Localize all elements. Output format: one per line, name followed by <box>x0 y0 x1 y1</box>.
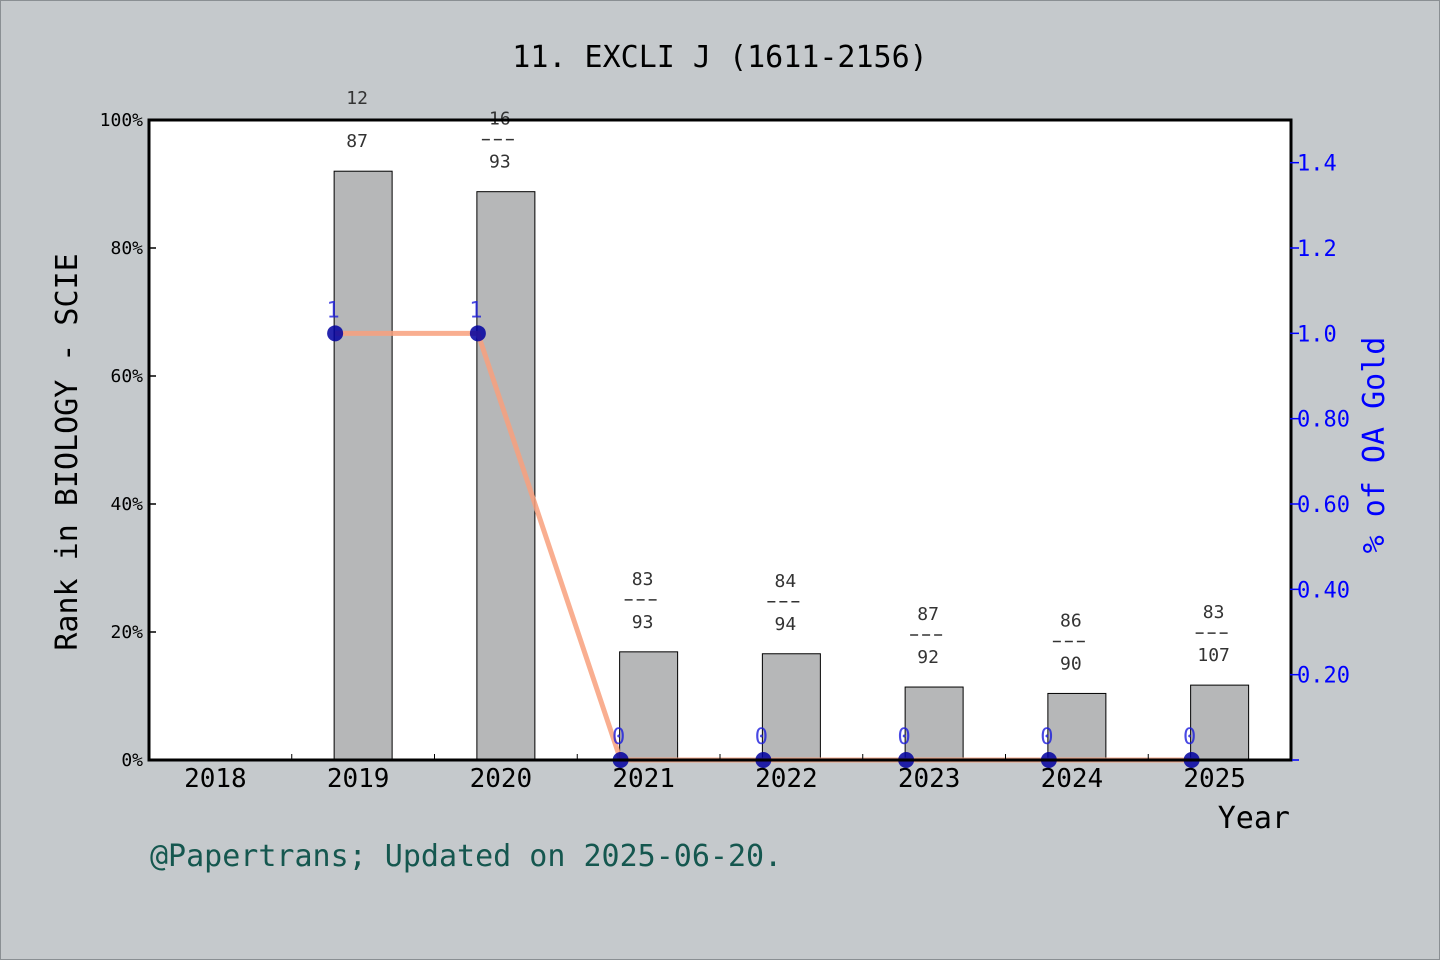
x-tick-label: 2018 <box>184 764 247 794</box>
y-right-tick-label: 0.60 <box>1297 493 1350 518</box>
y-left-tick-label: 0% <box>121 750 143 771</box>
y-right-tick-label: 1.2 <box>1297 237 1337 262</box>
y-left-tick-label: 60% <box>110 366 143 387</box>
bar-label-total: 92 <box>917 647 939 668</box>
x-tick-label: 2022 <box>755 764 818 794</box>
y-right-tick-label: 1.0 <box>1297 322 1337 347</box>
y-right-tick-label: 1.4 <box>1297 152 1337 177</box>
bar-label-rank: 84 <box>775 571 797 592</box>
x-tick-label: 2025 <box>1183 764 1246 794</box>
line-point-label: 1 <box>327 298 340 323</box>
x-tick-label: 2023 <box>898 764 961 794</box>
bar-label-rank: 83 <box>1203 602 1225 623</box>
bar <box>1190 684 1250 761</box>
y-left-tick-label: 80% <box>110 238 143 259</box>
y-left-tick-label: 100% <box>100 110 144 131</box>
line-point-label: 0 <box>755 725 768 750</box>
bar-label-total: 90 <box>1060 653 1082 674</box>
line-point-label: 1 <box>469 298 482 323</box>
line-point-label: 0 <box>612 725 625 750</box>
bar-label-rank: 83 <box>632 569 654 590</box>
line-point-label: 0 <box>1040 725 1053 750</box>
bar-label-total: 93 <box>489 152 511 173</box>
x-tick-label: 2021 <box>612 764 675 794</box>
bar-label-total: 93 <box>632 612 654 633</box>
bar-label-total: 94 <box>775 614 797 635</box>
bar <box>619 651 679 761</box>
y-axis-left-label: Rank in BIOLOGY - SCIE <box>50 253 85 650</box>
x-tick-label: 2024 <box>1041 764 1104 794</box>
bar <box>904 686 964 761</box>
y-axis-right-label: % of OA Gold <box>1357 337 1392 554</box>
y-left-tick-label: 40% <box>110 494 143 515</box>
axes-group: 0% 20% 40% 60% 80% 100% 0.20 0.40 0.60 0.80 1.0 1.2… <box>100 110 1350 794</box>
bar-label-rank: 86 <box>1060 610 1082 631</box>
x-tick-label: 2020 <box>470 764 533 794</box>
bar <box>1047 692 1107 761</box>
plot-area <box>149 120 1291 760</box>
x-axis-label: Year <box>1218 801 1290 836</box>
bar <box>333 170 393 761</box>
bar-label-rank: 87 <box>917 604 939 625</box>
y-right-tick-label: 0.40 <box>1297 578 1350 603</box>
x-tick-label: 2019 <box>327 764 390 794</box>
footer-note: @Papertrans; Updated on 2025-06-20. <box>150 839 782 874</box>
line-point <box>469 325 486 342</box>
y-right-tick-label: 0.20 <box>1297 664 1350 689</box>
line-point-label: 0 <box>898 725 911 750</box>
chart-title: 11. EXCLI J (1611-2156) <box>512 40 927 75</box>
bar <box>761 653 821 761</box>
bar-label-total: 87 <box>346 131 368 152</box>
bar-label-rank: 12 <box>346 88 368 109</box>
y-right-tick-label: 0.80 <box>1297 408 1350 433</box>
bar-label-total: 107 <box>1197 645 1230 666</box>
y-left-tick-label: 20% <box>110 622 143 643</box>
line-point-label: 0 <box>1183 725 1196 750</box>
line-point <box>327 325 344 342</box>
